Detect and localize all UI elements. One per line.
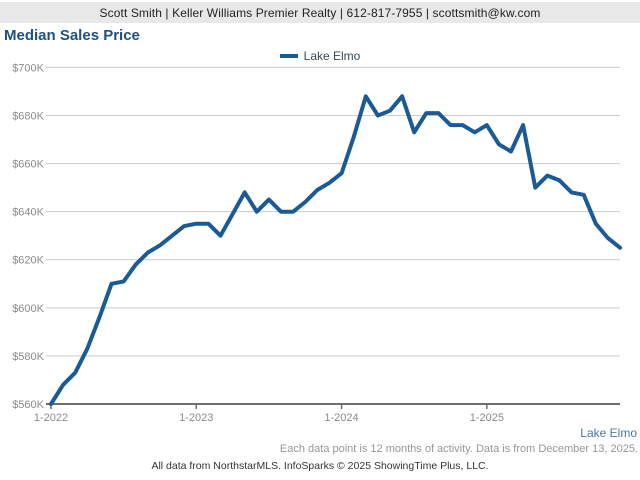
svg-text:$600K: $600K: [12, 303, 44, 315]
contact-header-bar: Scott Smith | Keller Williams Premier Re…: [0, 2, 640, 23]
series-footnote-label: Lake Elmo: [580, 426, 637, 440]
svg-text:$700K: $700K: [12, 62, 44, 74]
svg-text:1-2022: 1-2022: [34, 412, 68, 424]
x-axis-labels: 1-2022 1-2023 1-2024 1-2025: [34, 412, 504, 424]
svg-text:$580K: $580K: [12, 351, 44, 363]
page-title: Median Sales Price: [4, 27, 140, 44]
data-note-text: Each data point is 12 months of activity…: [279, 443, 638, 455]
legend-line-swatch: [279, 54, 298, 58]
x-axis-ticks: [50, 404, 488, 409]
lake-elmo-series-line: [49, 94, 622, 406]
svg-text:1-2023: 1-2023: [179, 412, 213, 424]
y-gridlines: [46, 66, 620, 405]
chart-legend: Lake Elmo: [0, 49, 640, 63]
legend-label: Lake Elmo: [303, 49, 361, 63]
y-axis-labels: $560K $580K $600K $620K $640K $660K $680K $700K: [12, 62, 44, 411]
svg-text:$560K: $560K: [12, 399, 44, 411]
svg-text:$680K: $680K: [12, 110, 44, 122]
contact-info-text: Scott Smith | Keller Williams Premier Re…: [99, 5, 541, 20]
svg-text:1-2024: 1-2024: [324, 412, 358, 424]
svg-text:$620K: $620K: [12, 255, 44, 267]
svg-text:$660K: $660K: [12, 159, 44, 171]
svg-text:$640K: $640K: [12, 207, 44, 219]
svg-text:1-2025: 1-2025: [470, 412, 504, 424]
attribution-text: All data from NorthstarMLS. InfoSparks ©…: [151, 460, 489, 472]
